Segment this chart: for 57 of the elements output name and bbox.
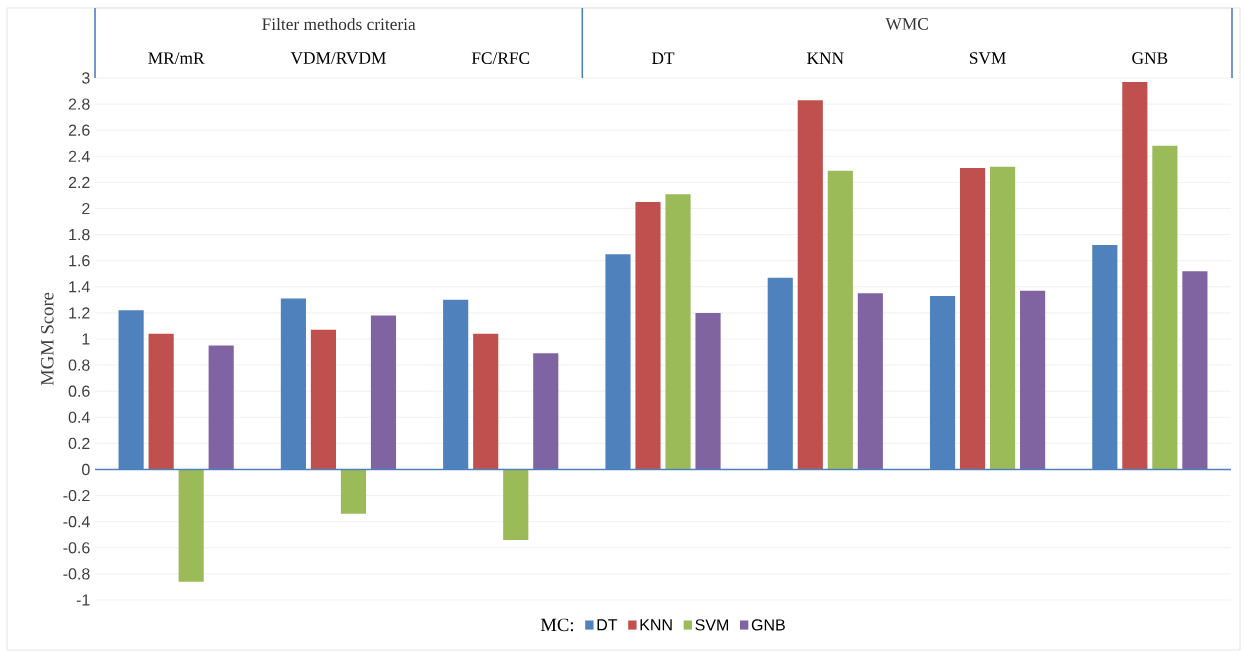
y-tick-label: 0.2 (68, 437, 90, 450)
y-tick-label: 0.6 (68, 385, 90, 397)
bar (1152, 145, 1178, 470)
bar (797, 100, 823, 470)
bar (1182, 271, 1208, 470)
y-tick-label: 1.2 (69, 307, 90, 319)
y-tick-label: -1 (76, 594, 90, 606)
x-tick-label: DT (651, 52, 675, 64)
legend-label: DT (597, 619, 618, 631)
bar (695, 312, 721, 470)
y-tick-label: 2.8 (68, 98, 90, 110)
y-tick-label: 2.4 (68, 150, 90, 162)
y-tick-label: 1 (82, 333, 90, 345)
x-tick-label: FC/RFC (471, 52, 530, 64)
text: Filter methods criteria (262, 17, 416, 31)
y-tick-label: 0.4 (68, 411, 90, 423)
bar (990, 166, 1016, 470)
y-tick-label: -0.8 (63, 568, 90, 580)
bar (665, 194, 691, 470)
bar (959, 168, 986, 470)
bar (473, 333, 499, 470)
x-tick-label: VDM/RVDM (290, 52, 386, 64)
bar (857, 293, 883, 470)
y-tick-label: 0 (82, 463, 90, 476)
y-tick-label: 3 (82, 72, 90, 84)
legend-label: SVM (695, 619, 729, 631)
bar (533, 353, 559, 470)
bar (827, 170, 853, 470)
x-tick-label: KNN (807, 52, 844, 64)
y-axis-title: MGM Score (41, 292, 54, 386)
y-tick-label: -0.2 (63, 489, 90, 502)
bar (1020, 290, 1046, 470)
y-tick-label: 1.8 (69, 228, 90, 241)
text: WMC (885, 18, 928, 30)
bar (1122, 81, 1148, 470)
y-tick-label: 2 (82, 202, 90, 215)
y-tick-label: 1.4 (69, 281, 90, 293)
y-tick-label: 0.8 (68, 359, 90, 371)
bar (208, 345, 234, 470)
bar (503, 469, 529, 540)
x-tick-label: SVM (969, 52, 1006, 64)
legend-label: KNN (640, 619, 672, 631)
legend-title: MC: (540, 618, 574, 632)
legend-label: GNB (751, 619, 785, 631)
x-tick-label: MR/mR (148, 52, 205, 64)
y-tick-label: -0.4 (63, 516, 90, 528)
bar (178, 469, 204, 582)
bar (340, 469, 367, 514)
bar (370, 315, 397, 470)
x-tick-label: GNB (1132, 52, 1168, 64)
bar (148, 333, 174, 470)
bar (310, 329, 336, 470)
y-tick-label: 2.6 (68, 124, 90, 136)
y-tick-label: -0.6 (63, 542, 90, 554)
y-tick-label: 2.2 (68, 176, 90, 188)
y-tick-label: 1.6 (69, 255, 90, 267)
bar (635, 201, 661, 470)
